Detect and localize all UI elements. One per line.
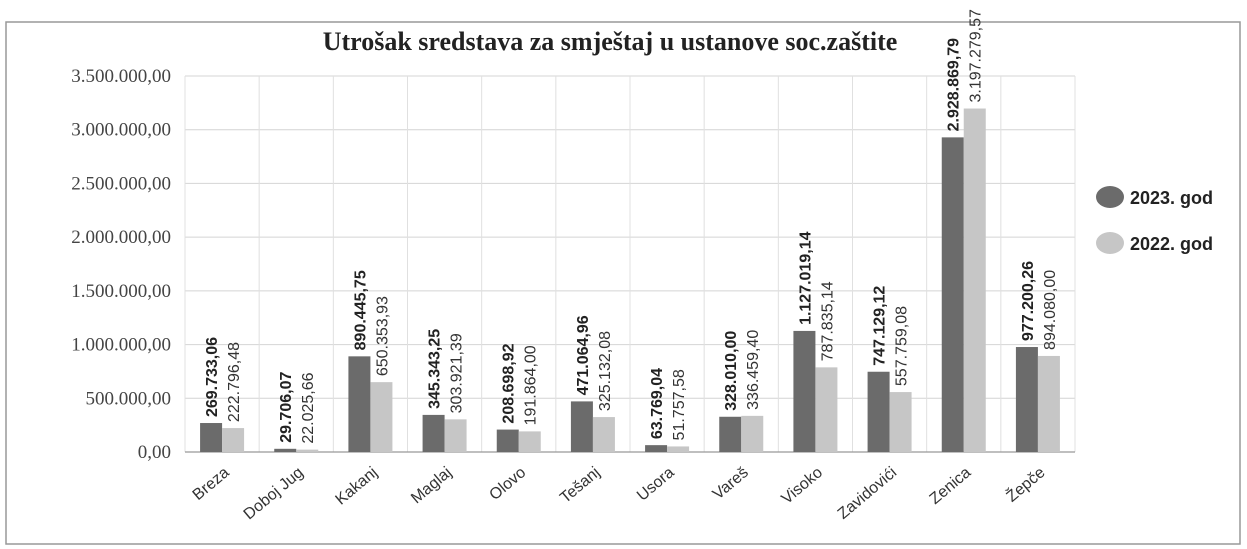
value-label: 747.129,12 [872,286,889,366]
value-label: 325.132,08 [597,331,614,411]
value-label: 890.445,75 [352,270,369,350]
bar [963,108,986,453]
value-label: 557.759,08 [894,306,911,386]
bar [645,445,668,452]
bar [719,416,742,452]
bar [889,392,912,452]
value-label: 894.080,00 [1042,270,1059,350]
bar [1037,355,1060,452]
bar [496,429,519,452]
bar [348,356,371,452]
value-label: 269.733,06 [204,337,221,417]
bar [444,419,467,452]
y-tick-label: 500.000,00 [86,388,172,409]
bar [296,449,319,452]
value-label: 650.353,93 [374,296,391,376]
bar [793,330,816,452]
value-label: 51.757,58 [671,369,688,440]
bar [222,428,245,452]
y-tick-label: 0,00 [138,442,171,463]
value-label: 471.064,96 [575,315,592,395]
legend-swatch [1096,232,1124,254]
bar [370,382,393,452]
y-tick-label: 1.500.000,00 [71,281,171,302]
y-tick-label: 2.000.000,00 [71,227,171,248]
value-label: 328.010,00 [723,331,740,411]
bar [422,414,445,452]
bar [274,448,297,452]
bar [741,415,764,452]
bar [570,401,593,452]
value-label: 1.127.019,14 [797,231,814,325]
bar [815,367,838,452]
value-label: 22.025,66 [300,372,317,443]
legend-label: 2022. god [1130,234,1213,254]
bar [867,371,890,452]
value-label: 787.835,14 [819,281,836,361]
value-label: 29.706,07 [278,372,295,443]
legend-label: 2023. god [1130,188,1213,208]
y-tick-label: 1.000.000,00 [71,335,171,356]
legend-swatch [1096,186,1124,208]
y-tick-label: 2.500.000,00 [71,173,171,194]
value-label: 303.921,39 [449,333,466,413]
y-tick-label: 3.500.000,00 [71,66,171,87]
chart-title: Utrošak sredstava za smještaj u ustanove… [323,27,898,56]
value-label: 63.769,04 [649,368,666,439]
bar [200,423,223,452]
value-label: 345.343,25 [427,329,444,409]
value-label: 977.200,26 [1020,261,1037,341]
bar [941,137,964,452]
value-label: 336.459,40 [745,330,762,410]
value-label: 208.698,92 [501,343,518,423]
value-label: 3.197.279,57 [968,9,985,103]
bar [667,446,690,452]
bar [1015,347,1038,452]
chart-frame [5,21,1241,545]
bar [518,431,541,452]
value-label: 222.796,48 [226,342,243,422]
value-label: 191.864,00 [523,345,540,425]
value-label: 2.928.869,79 [946,38,963,132]
y-tick-label: 3.000.000,00 [71,120,171,141]
bar [592,417,615,452]
